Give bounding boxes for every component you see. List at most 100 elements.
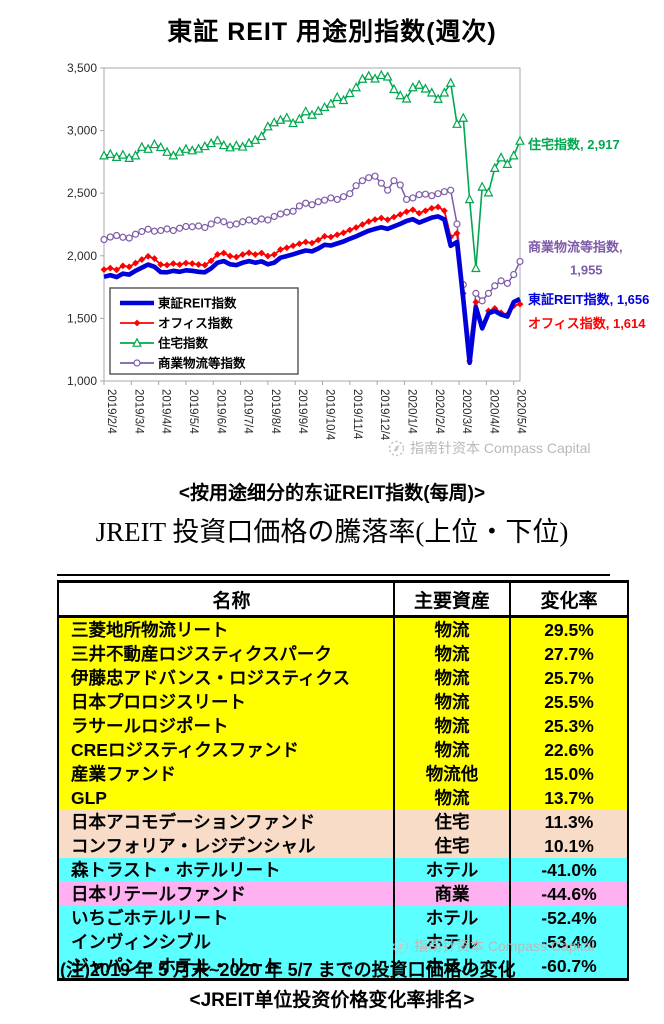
chart-marker [321, 232, 329, 240]
chart-marker [182, 259, 190, 267]
chart-marker [302, 238, 310, 246]
table-cell-name: コンフォリア・レジデンシャル [71, 836, 316, 856]
chart-marker [163, 225, 171, 233]
chart-marker [516, 257, 524, 266]
y-axis-label: 1,000 [67, 374, 97, 388]
chart-marker [402, 195, 411, 204]
chart-marker [390, 213, 398, 221]
table-cell-change: -52.4% [509, 906, 628, 930]
chart-marker [434, 203, 442, 211]
chart-marker [338, 94, 349, 105]
chart-marker [453, 229, 461, 237]
table-cell-asset: ホテル [393, 930, 510, 954]
chart-marker [377, 179, 385, 187]
table-cell-asset: 物流他 [393, 762, 510, 786]
table-cell-change: 10.1% [509, 834, 628, 858]
table-row: ジャパン・ホテル・リート ホテル -60.7% [58, 954, 628, 980]
chart-marker [258, 249, 265, 257]
table-caption: <JREIT单位投资价格变化率排名> [189, 990, 475, 1011]
chart-marker [333, 231, 341, 239]
chart-marker [269, 117, 280, 127]
x-axis-label: 2019/6/4 [214, 389, 226, 434]
chart-marker [464, 193, 475, 204]
chart-marker [376, 69, 387, 80]
chart-marker [396, 181, 404, 189]
chart-marker [458, 112, 469, 122]
chart-marker [199, 140, 210, 151]
chart-marker [201, 261, 209, 269]
table-row: いちごホテルリート ホテル -52.4% [58, 906, 628, 930]
chart-marker [483, 187, 494, 197]
chart-marker [194, 222, 203, 230]
table-cell-asset: 物流 [393, 642, 510, 666]
chart-marker [415, 191, 423, 199]
x-axis-label: 2020/4/4 [487, 389, 499, 434]
table-header-row: 名称 主要資産 変化率 [58, 581, 628, 618]
reit-change-table: 名称 主要資産 変化率 三菱地所物流リート 物流 29.5% 三井不動産ロジスティクス… [57, 580, 629, 981]
chart-marker [136, 141, 147, 151]
table-cell-change: 11.3% [509, 810, 628, 834]
chart-marker [251, 251, 259, 258]
table-cell-change: 27.7% [509, 642, 628, 666]
chart-marker [445, 77, 456, 87]
chart-marker [470, 262, 481, 273]
table-top-rule [57, 574, 610, 576]
table-row: 三菱地所物流リート 物流 29.5% [58, 616, 628, 642]
chart-marker [352, 224, 360, 231]
x-axis-label: 2019/2/4 [105, 389, 117, 434]
chart-marker [497, 277, 505, 285]
legend-label: 住宅指数 [158, 336, 209, 351]
y-axis-label: 1,500 [67, 311, 97, 325]
series-end-label: 1,955 [570, 262, 603, 277]
chart-marker [133, 319, 141, 327]
table-cell-asset: ホテル [393, 906, 510, 930]
x-axis-label: 2019/5/4 [187, 389, 199, 434]
chart-marker [489, 162, 500, 172]
chart-marker [308, 201, 316, 209]
chart-marker [212, 135, 223, 145]
table-cell-asset: 物流 [393, 738, 510, 762]
chart-marker [206, 137, 217, 148]
x-axis-label: 2020/5/4 [515, 389, 527, 434]
table-cell-name: 伊藤忠アドバンス・ロジスティクス [71, 668, 350, 688]
table-cell-change: -44.6% [509, 882, 628, 906]
chart-marker [133, 359, 141, 367]
table-row: CREロジスティクスファンド 物流 22.6% [58, 738, 628, 762]
chart-marker [118, 149, 128, 159]
compass-icon [388, 440, 405, 456]
series-end-label: 商業物流等指数, [528, 239, 623, 254]
chart-marker [188, 260, 196, 267]
chart-marker [244, 137, 254, 147]
chart-marker [422, 207, 429, 215]
chart-marker [264, 216, 272, 224]
table-row: 三井不動産ロジスティクスパーク 物流 27.7% [58, 642, 628, 666]
series-end-label: オフィス指数, 1,614 [528, 316, 646, 331]
chart-marker [321, 196, 329, 204]
chart-marker [283, 208, 291, 216]
chart-marker [359, 221, 366, 228]
chart-marker [426, 87, 437, 97]
y-axis-label: 2,500 [67, 186, 97, 200]
chart-marker [420, 83, 431, 93]
table-row: コンフォリア・レジデンシャル 住宅 10.1% [58, 834, 628, 858]
table-row: 日本プロロジスリート 物流 25.5% [58, 690, 628, 714]
chart-marker [365, 174, 373, 182]
chart-marker [351, 82, 362, 92]
chart-marker [276, 210, 285, 218]
legend-label: 商業物流等指数 [158, 356, 246, 371]
chart-marker [232, 220, 240, 228]
table-cell-asset: 物流 [393, 666, 510, 690]
col-header-change: 変化率 [509, 581, 628, 618]
table-cell-change: 13.7% [509, 786, 628, 810]
page-title: 東証 REIT 用途別指数(週次) [167, 18, 497, 46]
chart-marker [516, 300, 524, 308]
chart-marker [384, 186, 392, 194]
chart-marker [270, 212, 278, 221]
chart-marker [478, 297, 486, 305]
chart-marker [371, 216, 379, 223]
chart-marker [308, 239, 316, 247]
table-cell-name: いちごホテルリート [71, 908, 229, 928]
table-cell-asset: 物流 [393, 690, 510, 714]
watermark: 指南针资本 Compass Capital [392, 936, 595, 956]
x-axis-label: 2019/12/4 [378, 389, 390, 441]
